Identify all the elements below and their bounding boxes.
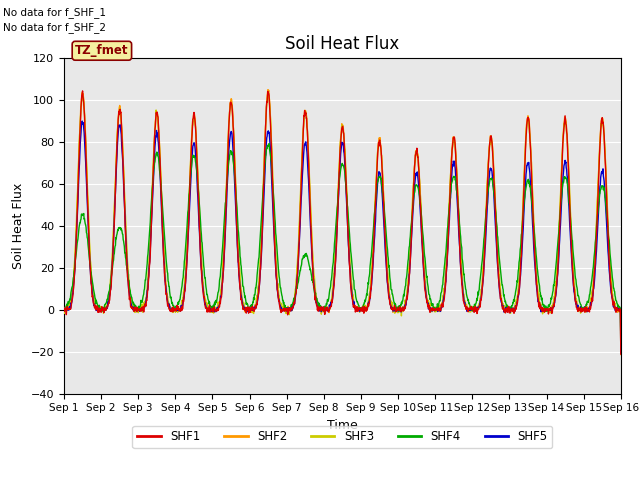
Line: SHF5: SHF5	[64, 121, 621, 353]
Title: Soil Heat Flux: Soil Heat Flux	[285, 35, 399, 53]
Line: SHF3: SHF3	[64, 94, 621, 352]
SHF1	[184, 229, 192, 235]
SHF4	[184, 209, 191, 215]
SHF5	[184, 233, 192, 239]
SHF3	[170, 306, 178, 312]
SHF3	[184, 227, 191, 233]
SHF1	[246, 307, 254, 313]
SHF4	[502, 300, 509, 306]
Y-axis label: Soil Heat Flux: Soil Heat Flux	[12, 182, 25, 269]
SHF1	[60, 306, 68, 312]
Line: SHF1: SHF1	[64, 91, 621, 354]
SHF5	[617, 350, 625, 356]
SHF3	[429, 307, 437, 313]
SHF1	[617, 351, 625, 357]
SHF4	[265, 141, 273, 146]
SHF4	[60, 305, 68, 311]
Line: SHF2: SHF2	[64, 90, 621, 355]
Text: No data for f_SHF_2: No data for f_SHF_2	[3, 22, 106, 33]
SHF5	[78, 118, 86, 124]
SHF3	[264, 91, 272, 97]
SHF3	[502, 307, 509, 313]
SHF5	[60, 306, 68, 312]
SHF1	[502, 306, 509, 312]
SHF4	[617, 336, 625, 341]
SHF4	[246, 303, 254, 309]
SHF3	[551, 289, 559, 295]
SHF1	[429, 308, 437, 313]
SHF5	[429, 307, 437, 312]
SHF5	[171, 307, 179, 313]
SHF3	[617, 349, 625, 355]
SHF1	[79, 88, 86, 94]
SHF2	[617, 352, 625, 358]
Text: TZ_fmet: TZ_fmet	[75, 44, 129, 57]
SHF5	[551, 296, 559, 301]
SHF2	[184, 232, 191, 238]
SHF1	[171, 306, 179, 312]
SHF3	[60, 308, 68, 313]
SHF4	[429, 303, 437, 309]
SHF3	[246, 307, 254, 312]
SHF5	[502, 304, 509, 310]
Line: SHF4: SHF4	[64, 144, 621, 338]
SHF1	[551, 295, 559, 301]
SHF2	[429, 306, 437, 312]
Text: No data for f_SHF_1: No data for f_SHF_1	[3, 7, 106, 18]
SHF4	[170, 305, 178, 311]
SHF4	[551, 272, 559, 277]
Legend: SHF1, SHF2, SHF3, SHF4, SHF5: SHF1, SHF2, SHF3, SHF4, SHF5	[132, 426, 552, 448]
SHF2	[170, 306, 178, 312]
SHF2	[264, 87, 272, 93]
SHF2	[246, 306, 254, 312]
X-axis label: Time: Time	[327, 419, 358, 432]
SHF2	[502, 305, 509, 311]
SHF2	[551, 290, 559, 296]
SHF2	[60, 305, 68, 311]
SHF5	[246, 306, 254, 312]
